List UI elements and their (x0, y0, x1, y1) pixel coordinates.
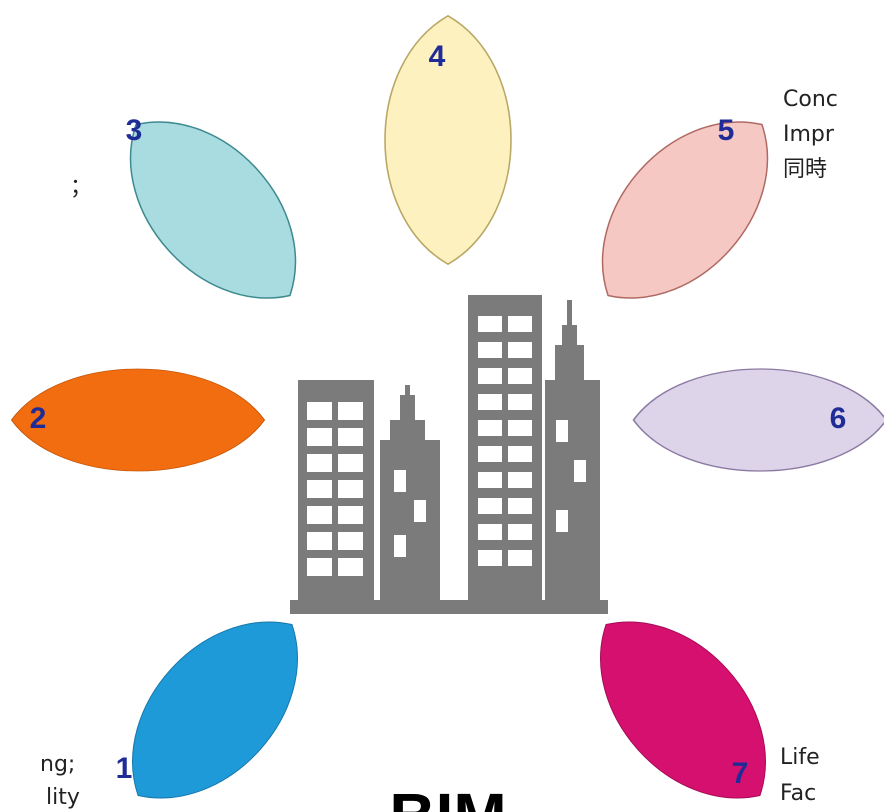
petal-number: 3 (126, 114, 143, 147)
petal-number: 6 (830, 402, 847, 435)
side-text: Impr (783, 122, 835, 147)
side-text: lity (46, 785, 80, 810)
petal-number: 2 (30, 402, 47, 435)
side-text: ； (70, 175, 92, 200)
side-text: 同時 (783, 157, 827, 182)
petal (11, 369, 264, 471)
petal-number: 5 (718, 114, 735, 147)
windows (307, 316, 586, 576)
petal-number: 7 (732, 757, 749, 790)
side-text: ng; (40, 752, 75, 777)
petal-number: 4 (429, 40, 446, 73)
petal (563, 84, 806, 335)
side-text: Life (780, 745, 820, 770)
side-text: Conc (783, 87, 838, 112)
diagram: 1 2 3 4 5 6 7 BIM ； Conc Impr 同時 ng; lit… (0, 0, 884, 812)
petal-number: 1 (116, 752, 133, 785)
side-text: Fac (780, 781, 816, 806)
petal (561, 584, 804, 812)
city-icon (290, 295, 608, 614)
center-title: BIM (389, 780, 506, 812)
petal (634, 369, 884, 471)
petal (385, 16, 511, 264)
